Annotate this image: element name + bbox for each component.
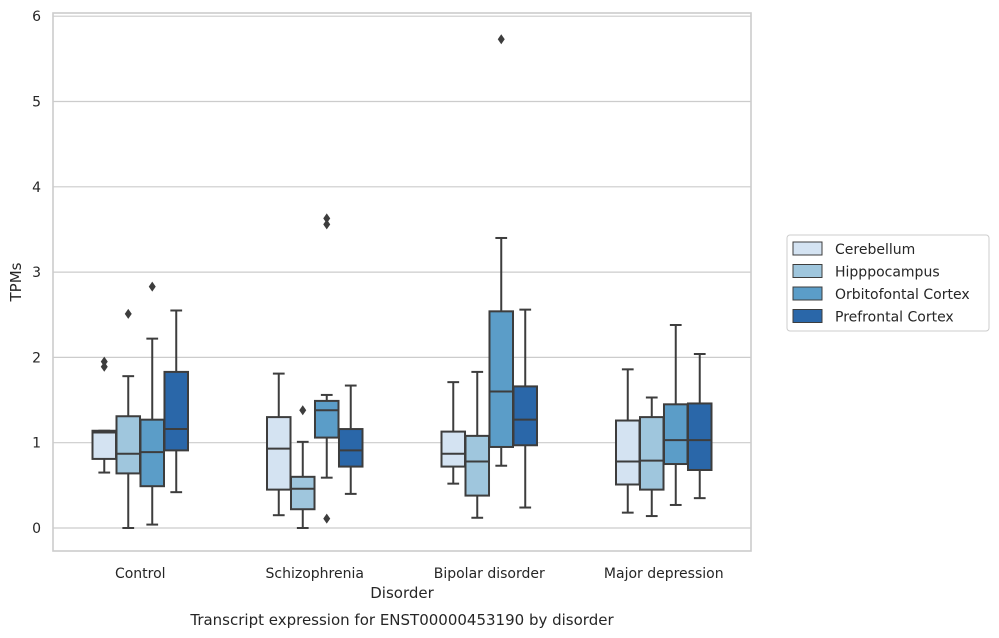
outlier-point [323, 219, 331, 230]
legend-swatch [792, 264, 823, 278]
y-tick-label: 0 [32, 521, 41, 537]
y-tick-label: 2 [32, 350, 41, 366]
box-hipppocampus [289, 405, 316, 529]
y-tick-labels: 0 1 2 3 4 5 6 [32, 9, 41, 537]
outlier-point [124, 308, 132, 319]
outlier-point [148, 281, 156, 292]
box-groups [91, 34, 713, 529]
box-prefrontal-cortex [686, 352, 713, 500]
y-tick-label: 4 [32, 180, 41, 196]
box-hipppocampus [115, 308, 142, 529]
box-cerebellum [615, 368, 641, 514]
box-orbitofontal-cortex [313, 213, 340, 524]
outlier-point [497, 34, 505, 45]
legend-label: Orbitofontal Cortex [835, 287, 970, 303]
x-tick-labels: Control Schizophrenia Bipolar disorder Majo… [115, 566, 724, 582]
box [163, 370, 189, 452]
box-cerebellum [91, 356, 118, 474]
box [266, 416, 292, 491]
box-cerebellum [440, 381, 467, 485]
y-tick-label: 6 [32, 9, 41, 25]
outlier-point [100, 361, 108, 372]
box [91, 429, 118, 460]
outlier-point [323, 213, 331, 224]
legend-label: Cerebellum [835, 242, 915, 258]
box-prefrontal-cortex [163, 309, 189, 494]
box [313, 399, 340, 439]
box-prefrontal-cortex [337, 384, 364, 495]
legend-label: Hipppocampus [835, 265, 940, 281]
box [615, 419, 641, 486]
outlier-point [100, 356, 108, 367]
box-orbitofontal-cortex [139, 281, 166, 526]
y-tick-label: 3 [32, 265, 41, 281]
y-tick-label: 5 [32, 95, 41, 111]
plot-frame [52, 12, 752, 552]
outlier-point [299, 405, 307, 416]
x-tick-label: Major depression [604, 566, 724, 582]
legend-swatch [792, 241, 823, 256]
box [289, 475, 316, 511]
box [464, 434, 491, 497]
box-hipppocampus [638, 396, 665, 518]
x-tick-label: Schizophrenia [266, 566, 364, 582]
box-prefrontal-cortex [512, 308, 538, 509]
box [488, 310, 515, 448]
box [662, 403, 689, 466]
box-hipppocampus [464, 370, 491, 519]
legend: Cerebellum Hipppocampus Orbitofontal Corte… [786, 234, 990, 332]
y-tick-label: 1 [32, 436, 41, 452]
y-axis-label: TPMs [7, 262, 25, 302]
box [440, 430, 467, 468]
legend-label: Prefrontal Cortex [835, 310, 954, 326]
box [512, 385, 538, 447]
box [115, 415, 142, 475]
chart-caption: Transcript expression for ENST0000045319… [189, 611, 614, 629]
legend-swatch [792, 286, 823, 301]
box-orbitofontal-cortex [488, 34, 515, 467]
x-tick-label: Bipolar disorder [434, 566, 545, 582]
outlier-point [323, 513, 331, 524]
box [337, 428, 364, 468]
legend-frame [786, 234, 990, 332]
box [638, 416, 665, 491]
box-cerebellum [266, 372, 292, 517]
legend-swatch [792, 309, 823, 323]
x-axis-label: Disorder [370, 584, 434, 602]
box [686, 402, 713, 471]
x-tick-label: Control [115, 566, 166, 582]
